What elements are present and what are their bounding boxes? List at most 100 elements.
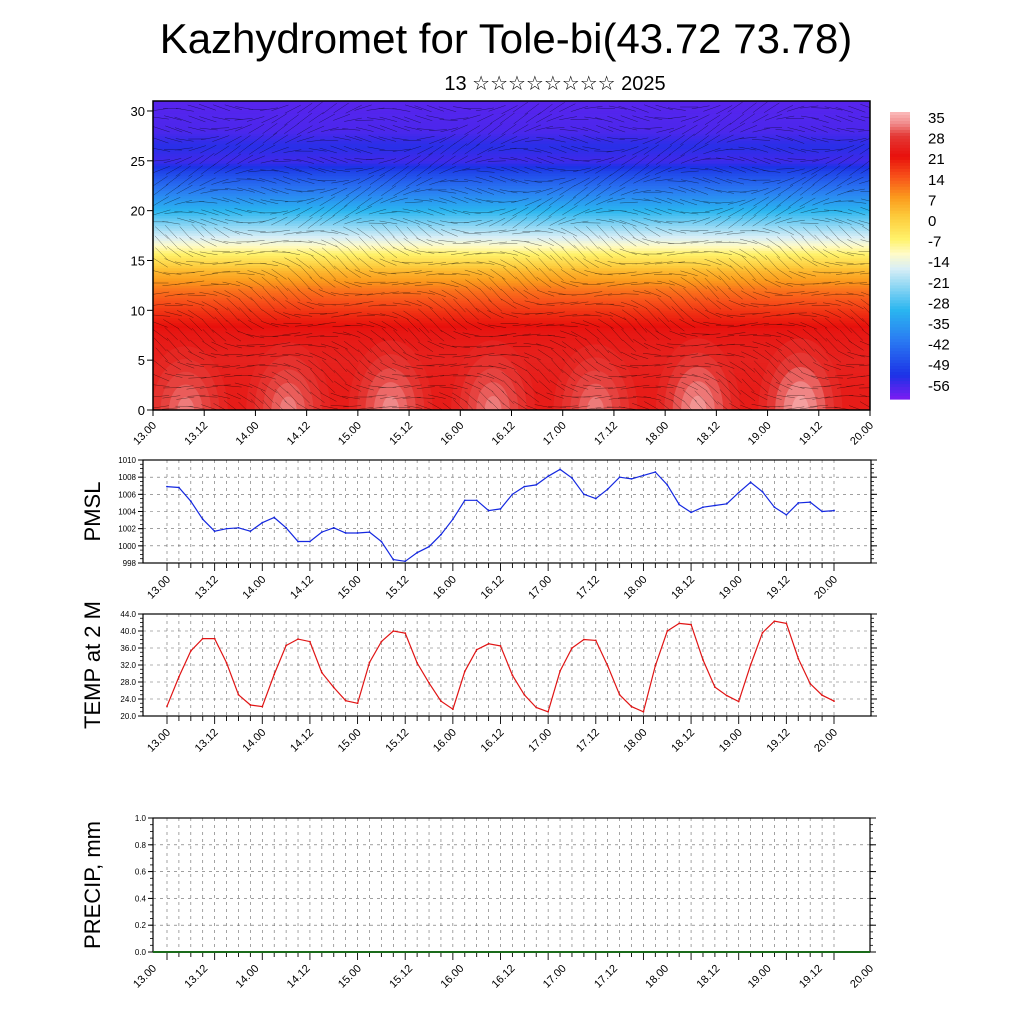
wind-streak — [667, 208, 686, 214]
wind-streak — [596, 157, 614, 163]
wind-streak — [738, 146, 757, 151]
x-tick-label: 14.00 — [234, 963, 262, 991]
data-point — [523, 693, 526, 696]
wind-streak — [202, 329, 216, 343]
wind-streak — [691, 373, 709, 380]
wind-streak — [451, 345, 470, 348]
wind-streak — [392, 362, 410, 370]
wind-streak — [234, 124, 252, 132]
wind-streak — [318, 321, 336, 325]
wind-streak — [175, 138, 194, 142]
wind-streak — [523, 290, 540, 300]
wind-streak — [753, 157, 771, 165]
chart-title: Kazhydromet for Tole-bi(43.72 73.78) — [159, 15, 853, 62]
x-tick-label: 17.00 — [541, 420, 569, 448]
wind-streak — [247, 364, 266, 367]
wind-streak — [800, 159, 819, 162]
y-tick-label: 1008 — [118, 473, 136, 482]
wind-streak — [476, 170, 495, 173]
wind-streak — [561, 369, 576, 382]
wind-streak — [443, 307, 456, 322]
x-tick-label: 13.12 — [182, 420, 210, 448]
wind-streak — [259, 217, 277, 224]
wind-streak — [608, 105, 627, 110]
colorbar-swatch — [890, 378, 910, 382]
wind-streak — [450, 280, 468, 288]
wind-streak — [162, 395, 181, 399]
wind-streak — [860, 298, 870, 307]
wind-streak — [226, 319, 240, 333]
colorbar-label: 35 — [928, 110, 945, 127]
temperature-band — [153, 250, 870, 254]
wind-streak — [584, 373, 602, 381]
wind-streak — [644, 401, 660, 410]
wind-streak — [846, 252, 865, 256]
wind-streak — [438, 250, 457, 253]
wind-streak — [777, 236, 791, 249]
colorbar-swatch — [890, 207, 910, 212]
wind-streak — [595, 164, 612, 174]
wind-streak — [690, 188, 709, 195]
wind-streak — [309, 379, 322, 394]
wind-streak — [368, 304, 387, 307]
wind-streak — [262, 287, 276, 301]
wind-streak — [275, 402, 284, 410]
wind-streak — [525, 380, 538, 395]
wind-streak — [765, 254, 778, 269]
wind-streak — [835, 262, 854, 264]
wind-streak — [525, 257, 539, 271]
wind-streak — [486, 372, 504, 382]
wind-streak — [380, 196, 398, 204]
wind-streak — [212, 270, 231, 274]
wind-streak — [404, 126, 422, 131]
wind-streak — [428, 129, 447, 131]
wind-streak — [524, 323, 543, 327]
wind-streak — [488, 324, 507, 328]
x-tick-label: 15.12 — [387, 420, 415, 448]
wind-streak — [835, 115, 853, 122]
wind-streak — [403, 188, 421, 196]
wind-streak — [644, 226, 661, 237]
data-point — [392, 630, 395, 632]
data-point — [332, 686, 335, 689]
x-tick-label: 17.12 — [574, 727, 602, 755]
wind-streak — [692, 143, 709, 153]
x-tick-label: 16.00 — [438, 420, 466, 448]
wind-streak — [570, 321, 589, 327]
wind-streak — [704, 240, 723, 244]
wind-streak — [573, 194, 589, 206]
wind-streak — [285, 300, 301, 311]
wind-streak — [524, 103, 540, 115]
wind-streak — [307, 125, 325, 134]
colorbar-swatch — [890, 246, 910, 251]
wind-streak — [618, 271, 637, 275]
wind-streak — [657, 297, 671, 311]
wind-streak — [346, 246, 360, 261]
wind-streak — [318, 168, 336, 173]
wind-streak — [201, 301, 219, 310]
temperature-band — [153, 342, 870, 346]
x-tick-label: 15.12 — [387, 963, 415, 991]
wind-streak — [643, 343, 661, 351]
wind-streak — [643, 176, 661, 183]
wind-streak — [741, 205, 757, 217]
wind-streak — [776, 332, 794, 339]
wind-streak — [800, 222, 819, 224]
wind-streak — [199, 116, 217, 123]
wind-streak — [188, 174, 204, 185]
wind-streak — [262, 123, 278, 134]
wind-streak — [534, 404, 553, 409]
wind-streak — [703, 373, 720, 383]
wind-streak — [728, 241, 747, 244]
wind-streak — [594, 293, 613, 297]
wind-streak — [839, 319, 853, 333]
temperature-band — [153, 147, 870, 152]
wind-streak — [476, 188, 495, 195]
wind-streak — [765, 114, 783, 121]
wind-streak — [371, 245, 385, 259]
data-point — [201, 518, 204, 521]
wind-streak — [187, 126, 206, 132]
data-point — [809, 682, 812, 685]
wind-streak — [186, 405, 205, 410]
data-point — [654, 471, 657, 473]
